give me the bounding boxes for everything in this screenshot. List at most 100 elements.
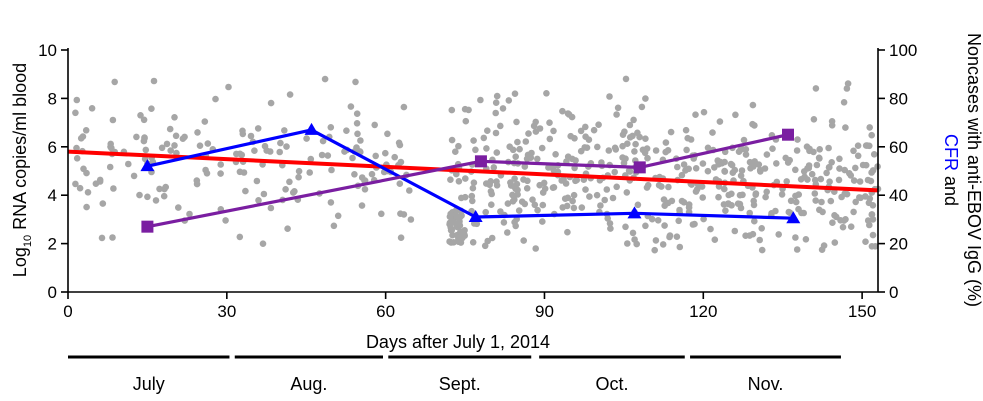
scatter-point <box>852 198 859 206</box>
scatter-point <box>846 170 853 177</box>
scatter-point <box>196 142 204 149</box>
scatter-point <box>750 163 757 170</box>
scatter-point <box>72 109 79 117</box>
scatter-point <box>866 221 873 229</box>
scatter-point <box>721 168 729 175</box>
scatter-point <box>773 160 780 167</box>
scatter-point <box>716 118 724 125</box>
scatter-point <box>668 197 676 205</box>
scatter-point <box>194 129 201 136</box>
scatter-point <box>559 107 566 115</box>
scatter-point <box>698 183 706 190</box>
scatter-point <box>605 147 613 154</box>
cfr-marker <box>468 209 483 222</box>
scatter-point <box>447 210 454 218</box>
scatter-point <box>141 134 148 141</box>
scatter-point <box>462 117 470 125</box>
scatter-point <box>239 130 247 138</box>
scatter-point <box>810 116 818 123</box>
scatter-point <box>354 130 361 138</box>
scatter-point <box>497 208 504 215</box>
scatter-point <box>850 147 857 155</box>
scatter-point <box>622 75 630 83</box>
scatter-point <box>570 204 578 212</box>
scatter-point <box>453 223 461 231</box>
scatter-point <box>240 169 248 176</box>
scatter-point <box>654 217 662 224</box>
y-axis-left-title-prefix: Log <box>10 247 30 277</box>
y-right-tick-label: 20 <box>889 235 908 254</box>
scatter-point <box>493 92 501 100</box>
scatter-point <box>133 133 140 141</box>
scatter-point <box>378 210 385 218</box>
y-left-tick-label: 10 <box>38 41 57 60</box>
scatter-point <box>509 146 517 154</box>
scatter-point <box>152 197 160 204</box>
scatter-point <box>488 201 495 208</box>
scatter-point <box>868 243 876 250</box>
scatter-point <box>110 185 117 192</box>
scatter-point <box>742 232 749 239</box>
scatter-point <box>778 191 786 198</box>
scatter-point <box>661 202 668 209</box>
scatter-point <box>742 146 750 153</box>
scatter-point <box>222 217 229 224</box>
scatter-point <box>450 239 457 246</box>
scatter-point <box>550 127 557 135</box>
scatter-point <box>828 122 836 129</box>
scatter-point <box>193 177 201 184</box>
scatter-point <box>546 135 554 143</box>
scatter-point <box>158 144 166 152</box>
scatter-point <box>263 147 271 154</box>
scatter-point <box>727 160 735 168</box>
scatter-point <box>148 105 155 112</box>
scatter-point <box>715 193 722 201</box>
scatter-point <box>276 148 284 156</box>
scatter-point <box>582 123 589 131</box>
scatter-point <box>109 116 117 124</box>
scatter-point <box>303 135 310 142</box>
scatter-point <box>347 103 355 110</box>
scatter-point <box>685 201 693 208</box>
scatter-point <box>699 194 706 201</box>
scatter-point <box>593 191 601 199</box>
scatter-point <box>819 208 826 216</box>
scatter-point <box>395 139 403 147</box>
scatter-point <box>704 167 712 175</box>
scatter-point <box>511 175 518 182</box>
scatter-point <box>856 194 863 201</box>
scatter-point <box>469 197 476 205</box>
scatter-point <box>597 202 604 209</box>
scatter-point <box>601 196 608 204</box>
scatter-point <box>358 202 366 209</box>
scatter-point <box>144 193 151 201</box>
scatter-point <box>869 231 877 239</box>
scatter-point <box>512 222 519 230</box>
scatter-point <box>384 130 391 138</box>
scatter-point <box>582 186 589 193</box>
scatter-point <box>603 186 611 193</box>
x-tick-label: 0 <box>63 302 72 321</box>
scatter-point <box>307 155 315 163</box>
scatter-point <box>833 213 840 221</box>
scatter-point <box>642 135 649 142</box>
scatter-point <box>217 170 224 177</box>
scatter-point <box>546 119 553 126</box>
scatter-point <box>836 155 843 163</box>
scatter-point <box>841 190 849 197</box>
scatter-point <box>769 145 776 152</box>
scatter-point <box>372 152 380 160</box>
scatter-point <box>295 173 302 181</box>
scatter-point <box>638 103 646 111</box>
y-axis-left-title-subscript: 10 <box>22 235 34 247</box>
x-tick-label: 90 <box>535 302 554 321</box>
scatter-point <box>79 133 87 140</box>
scatter-point <box>480 134 488 142</box>
scatter-point <box>711 236 719 243</box>
scatter-point <box>800 209 807 217</box>
scatter-point <box>217 161 224 168</box>
scatter-point <box>823 169 830 177</box>
scatter-point <box>662 139 670 146</box>
scatter-point <box>578 204 586 211</box>
scatter-point <box>212 95 219 103</box>
